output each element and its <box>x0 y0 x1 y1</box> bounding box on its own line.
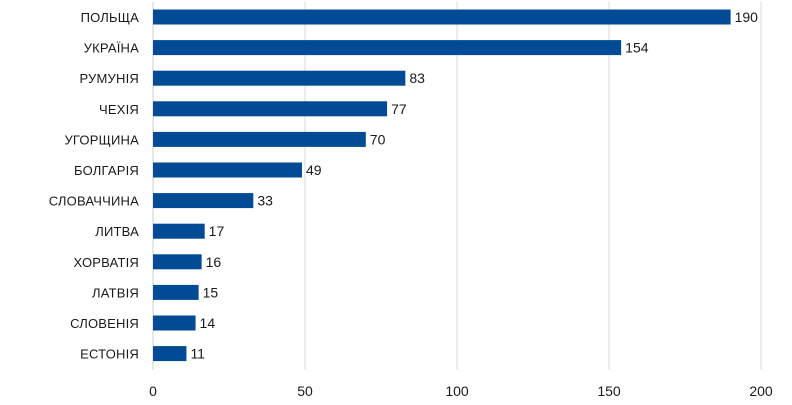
bar <box>153 101 388 117</box>
category-label: ЛИТВА <box>95 224 139 239</box>
category-labels: ПОЛЬЩА УКРАЇНА РУМУНІЯ ЧЕХІЯ УГОРЩИНА БОЛГАРІ… <box>49 10 139 362</box>
bar <box>153 40 622 56</box>
data-label: 77 <box>391 101 407 117</box>
data-label: 190 <box>735 9 759 25</box>
gridlines <box>152 2 762 370</box>
data-label: 49 <box>306 162 322 178</box>
data-label: 83 <box>409 70 425 86</box>
x-tick-label: 200 <box>749 383 773 399</box>
data-label: 14 <box>200 315 216 331</box>
data-label: 17 <box>209 223 225 239</box>
category-label: РУМУНІЯ <box>79 71 139 86</box>
x-axis-ticks: 0 50 100 150 200 <box>149 383 773 399</box>
bar <box>153 223 205 239</box>
category-label: СЛОВЕНІЯ <box>70 316 139 331</box>
category-label: ХОРВАТІЯ <box>74 255 139 270</box>
category-label: УГОРЩИНА <box>64 132 139 147</box>
data-label: 70 <box>370 131 386 147</box>
x-tick-label: 150 <box>597 383 621 399</box>
bar <box>153 193 254 209</box>
category-label: СЛОВАЧЧИНА <box>49 194 139 209</box>
bar <box>153 315 196 331</box>
category-label: БОЛГАРІЯ <box>74 163 139 178</box>
x-tick-label: 50 <box>297 383 313 399</box>
data-label: 15 <box>203 284 219 300</box>
bar <box>153 9 731 25</box>
data-label: 16 <box>206 254 222 270</box>
data-label: 154 <box>625 40 649 56</box>
bar <box>153 70 406 86</box>
category-label: ЕСТОНІЯ <box>80 347 139 362</box>
x-tick-label: 0 <box>149 383 157 399</box>
data-label: 11 <box>190 346 205 362</box>
category-label: ПОЛЬЩА <box>81 10 140 25</box>
bar <box>153 254 202 270</box>
data-label: 33 <box>257 193 273 209</box>
x-tick-label: 100 <box>445 383 469 399</box>
bar <box>153 131 366 147</box>
bar <box>153 284 199 300</box>
category-label: ЛАТВІЯ <box>92 285 139 300</box>
category-label: УКРАЇНА <box>84 41 140 56</box>
bar <box>153 346 187 362</box>
bar <box>153 162 302 178</box>
category-label: ЧЕХІЯ <box>99 102 139 117</box>
bars <box>153 9 731 362</box>
